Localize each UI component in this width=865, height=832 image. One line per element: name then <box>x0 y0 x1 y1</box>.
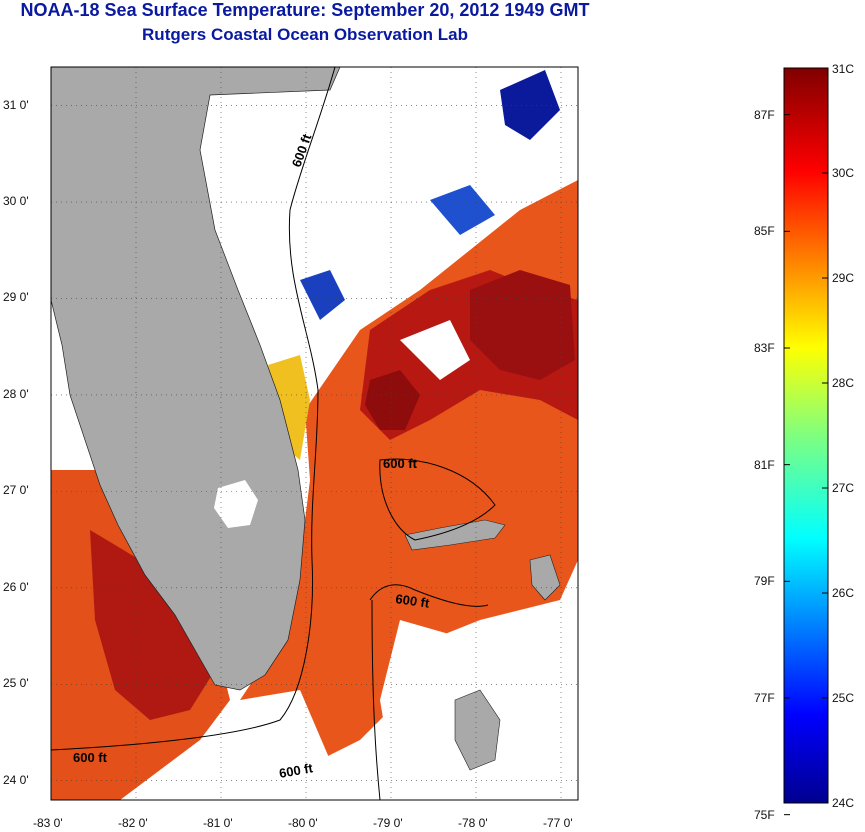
lon-tick-label: -81 0' <box>203 816 233 830</box>
isobath-label-keys: 600 ft <box>278 760 315 781</box>
isobath-label-bahamas-south: 600 ft <box>395 591 431 611</box>
colorbar-celsius-label: 26C <box>832 586 855 600</box>
cloud-gap-mid <box>400 320 470 380</box>
isobath-bahamas-north <box>379 458 496 541</box>
colorbar-celsius-label: 31C <box>832 62 855 76</box>
lat-tick-label: 24 0' <box>3 772 29 787</box>
colorbar-fahrenheit-label: 85F <box>754 224 775 239</box>
colorbar-fahrenheit-label: 81F <box>754 457 775 472</box>
lat-tick-label: 27 0' <box>3 483 29 498</box>
sst-cold-patch-ne <box>500 70 560 140</box>
colorbar-celsius-label: 24C <box>832 796 855 810</box>
lat-tick-label: 28 0' <box>3 386 29 401</box>
lon-tick-label: -80 0' <box>288 816 318 830</box>
map-subtitle: Rutgers Coastal Ocean Observation Lab <box>142 25 468 44</box>
colorbar-celsius-label: 25C <box>832 691 855 705</box>
colorbar-celsius-label: 30C <box>832 166 855 180</box>
eleuthera-island <box>529 554 561 601</box>
andros-island <box>454 689 501 771</box>
sst-cold-patch-mid <box>300 270 345 320</box>
lat-tick-label: 29 0' <box>3 290 29 305</box>
colorbar-celsius-label: 28C <box>832 376 855 390</box>
lake-okeechobee <box>214 480 258 528</box>
colorbar-celsius-label: 29C <box>832 271 855 285</box>
florida-land <box>51 67 341 691</box>
lat-tick-label: 30 0' <box>3 194 29 209</box>
sst-gulf-hot <box>90 530 215 720</box>
sst-cold-patch-n <box>430 185 495 235</box>
isobath-bahamas-south <box>369 584 489 800</box>
sst-atlantic-hot-core <box>365 370 420 430</box>
colorbar-ticks <box>784 67 828 816</box>
colorbar-celsius-label: 27C <box>832 481 855 495</box>
map-title: NOAA-18 Sea Surface Temperature: Septemb… <box>20 0 590 20</box>
isobath-600ft <box>51 67 336 751</box>
colorbar-fahrenheit-label: 83F <box>754 341 775 355</box>
lat-tick-label: 31 0' <box>3 97 29 112</box>
lon-tick-label: -77 0' <box>543 816 573 830</box>
lon-tick-label: -78 0' <box>458 816 488 830</box>
lon-tick-label: -82 0' <box>118 816 148 830</box>
isobath-label-gulf: 600 ft <box>73 750 108 765</box>
lat-tick-label: 25 0' <box>3 676 29 691</box>
colorbar-fahrenheit-label: 87F <box>754 107 775 122</box>
colorbar-fahrenheit-label: 75F <box>754 807 775 822</box>
cloud-gap-s <box>230 690 330 800</box>
sst-coastal-cool <box>268 355 310 460</box>
grand-bahama <box>404 519 506 551</box>
lon-tick-label: -79 0' <box>373 816 403 830</box>
lat-tick-label: 26 0' <box>3 579 29 594</box>
colorbar <box>783 67 829 804</box>
isobath-label-bahamas-north: 600 ft <box>383 456 418 471</box>
colorbar-fahrenheit-label: 79F <box>754 574 775 589</box>
map-frame <box>50 66 579 801</box>
sst-east-hot <box>470 270 575 380</box>
lon-tick-label: -83 0' <box>33 816 63 830</box>
colorbar-fahrenheit-label: 77F <box>754 691 775 705</box>
